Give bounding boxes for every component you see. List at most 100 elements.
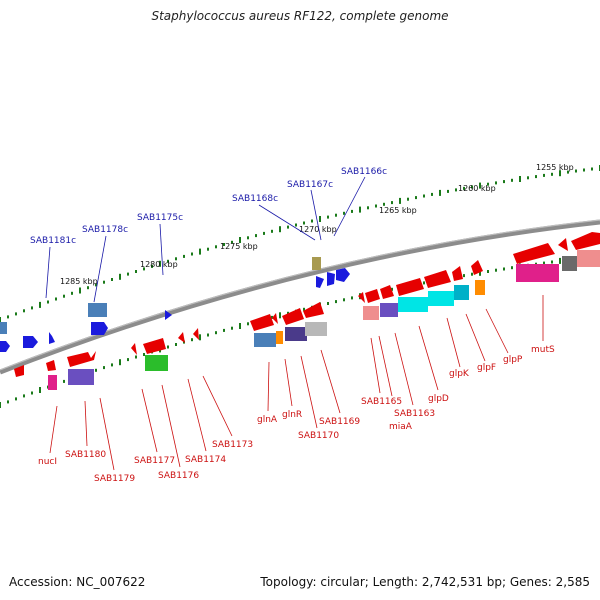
gene-label-reverse[interactable]: miaA bbox=[389, 422, 413, 432]
gene-arrow[interactable] bbox=[282, 308, 304, 325]
gene-block[interactable] bbox=[68, 369, 94, 385]
gene-label-reverse[interactable]: SAB1174 bbox=[185, 455, 226, 465]
gene-label-reverse[interactable]: SAB1177 bbox=[134, 456, 175, 466]
gene-label-reverse[interactable]: SAB1173 bbox=[212, 440, 253, 450]
gene-label-reverse[interactable]: glnR bbox=[282, 410, 302, 420]
gene-arrow[interactable] bbox=[23, 336, 38, 348]
tick-minor bbox=[543, 173, 545, 177]
tick-minor bbox=[447, 189, 449, 193]
gene-block[interactable] bbox=[0, 322, 7, 334]
map-title: Staphylococcus aureus RF122, complete ge… bbox=[151, 9, 449, 23]
gene-block[interactable] bbox=[254, 333, 276, 347]
gene-arrow[interactable] bbox=[316, 276, 324, 288]
tick-minor bbox=[311, 219, 313, 223]
gene-block[interactable] bbox=[276, 331, 283, 344]
gene-arrow[interactable] bbox=[303, 302, 324, 318]
genome-backbone-highlight bbox=[0, 219, 600, 371]
gene-arrow[interactable] bbox=[131, 343, 137, 355]
gene-block[interactable] bbox=[516, 264, 559, 282]
gene-block[interactable] bbox=[428, 291, 454, 306]
gene-arrow[interactable] bbox=[14, 365, 24, 377]
gene-arrow[interactable] bbox=[178, 332, 185, 343]
gene-block[interactable] bbox=[48, 375, 57, 390]
gene-label-reverse[interactable]: SAB1180 bbox=[65, 450, 106, 460]
kbp-label: 1265 kbp bbox=[379, 206, 417, 215]
gene-arrow[interactable] bbox=[336, 268, 350, 282]
tick-minor bbox=[495, 181, 497, 185]
tick-minor bbox=[383, 202, 385, 206]
gene-arrow[interactable] bbox=[143, 338, 166, 354]
gene-arrow[interactable] bbox=[49, 332, 55, 344]
gene-label-reverse[interactable]: SAB1163 bbox=[394, 409, 435, 419]
tick-minor bbox=[183, 254, 185, 258]
tick-minor bbox=[247, 236, 249, 240]
reverse-genes bbox=[14, 232, 600, 390]
gene-block[interactable] bbox=[312, 257, 321, 270]
tick-minor bbox=[191, 252, 193, 256]
forward-label-leaders bbox=[45, 176, 366, 303]
gene-label-reverse[interactable]: SAB1170 bbox=[298, 431, 339, 441]
gene-label-reverse[interactable]: glpF bbox=[477, 363, 496, 373]
tick-major bbox=[479, 269, 481, 276]
tick-minor bbox=[423, 194, 425, 198]
gene-label-forward[interactable]: SAB1181c bbox=[30, 236, 76, 246]
gene-block[interactable] bbox=[577, 250, 600, 267]
gene-block[interactable] bbox=[305, 322, 327, 336]
gene-block[interactable] bbox=[562, 256, 577, 271]
gene-arrow[interactable] bbox=[513, 243, 555, 264]
gene-label-reverse[interactable]: glpD bbox=[428, 394, 449, 404]
gene-block[interactable] bbox=[454, 285, 469, 300]
gene-arrow[interactable] bbox=[165, 310, 172, 320]
gene-arrow[interactable] bbox=[67, 351, 96, 367]
gene-label-forward[interactable]: SAB1178c bbox=[82, 225, 128, 235]
gene-arrow[interactable] bbox=[0, 341, 10, 352]
gene-label-reverse[interactable]: SAB1169 bbox=[319, 417, 360, 427]
tick-minor bbox=[391, 287, 393, 291]
kbp-label: 1270 kbp bbox=[299, 225, 337, 234]
tick-minor bbox=[463, 274, 465, 278]
gene-label-reverse[interactable]: mutS bbox=[531, 345, 555, 355]
gene-arrow[interactable] bbox=[424, 270, 451, 288]
gene-arrow[interactable] bbox=[571, 232, 600, 250]
gene-label-reverse[interactable]: glpK bbox=[449, 369, 470, 379]
gene-arrow[interactable] bbox=[365, 289, 380, 303]
gene-arrow[interactable] bbox=[396, 278, 424, 296]
gene-block[interactable] bbox=[285, 327, 307, 341]
gene-arrow[interactable] bbox=[327, 272, 335, 286]
gene-block[interactable] bbox=[380, 303, 398, 317]
gene-block[interactable] bbox=[398, 297, 428, 312]
gene-arrow[interactable] bbox=[452, 266, 463, 281]
gene-arrow[interactable] bbox=[250, 314, 274, 331]
gene-label-reverse[interactable]: SAB1165 bbox=[361, 397, 402, 407]
tick-minor bbox=[95, 283, 97, 287]
tick-minor bbox=[31, 391, 33, 395]
tick-minor bbox=[143, 267, 145, 271]
gene-arrow[interactable] bbox=[358, 292, 365, 303]
tick-minor bbox=[431, 192, 433, 196]
gene-arrow[interactable] bbox=[272, 313, 278, 324]
gene-label-reverse[interactable]: SAB1176 bbox=[158, 471, 199, 481]
tick-row-upper bbox=[0, 165, 600, 323]
tick-minor bbox=[407, 197, 409, 201]
gene-label-forward[interactable]: SAB1175c bbox=[137, 213, 183, 223]
gene-label-reverse[interactable]: glnA bbox=[257, 415, 278, 425]
tick-major bbox=[279, 312, 281, 319]
gene-label-reverse[interactable]: SAB1179 bbox=[94, 474, 135, 484]
gene-block[interactable] bbox=[88, 303, 107, 317]
gene-label-forward[interactable]: SAB1167c bbox=[287, 180, 333, 190]
gene-block[interactable] bbox=[145, 355, 168, 371]
gene-arrow[interactable] bbox=[46, 360, 56, 371]
tick-major bbox=[319, 216, 321, 222]
gene-label-forward[interactable]: SAB1166c bbox=[341, 167, 387, 177]
gene-arrow[interactable] bbox=[558, 238, 568, 251]
gene-arrow[interactable] bbox=[380, 285, 394, 299]
gene-block[interactable] bbox=[363, 306, 379, 320]
gene-arrow[interactable] bbox=[193, 328, 199, 340]
gene-label-forward[interactable]: SAB1168c bbox=[232, 194, 278, 204]
gene-block[interactable] bbox=[475, 280, 485, 295]
gene-label-reverse[interactable]: nucI bbox=[38, 457, 57, 467]
gene-arrow[interactable] bbox=[91, 322, 108, 335]
gene-label-reverse[interactable]: glpP bbox=[503, 355, 523, 365]
tick-minor bbox=[103, 280, 105, 284]
gene-arrow[interactable] bbox=[471, 260, 483, 275]
